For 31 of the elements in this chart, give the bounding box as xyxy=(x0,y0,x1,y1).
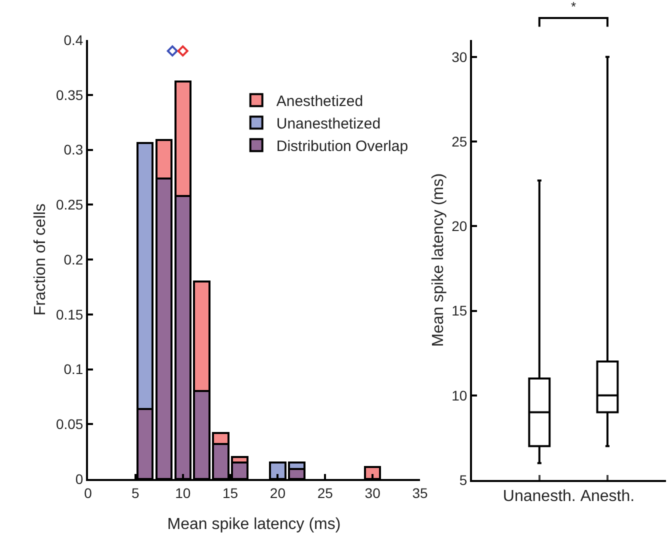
y-tick-label: 0.4 xyxy=(64,32,84,48)
x-tick-label: 15 xyxy=(222,484,238,501)
x-tick-label: 10 xyxy=(175,484,191,501)
y-tick-label: 10 xyxy=(452,387,468,404)
text: * xyxy=(571,0,576,14)
y-tick-label: 0.05 xyxy=(56,416,84,432)
x-tick-label: 30 xyxy=(364,484,381,501)
legend-label: Unanesthetized xyxy=(276,116,381,132)
y-tick-label: 30 xyxy=(452,48,468,65)
y-tick-label: 0.25 xyxy=(56,196,84,213)
y-tick-label: 0.35 xyxy=(56,86,84,103)
y-tick-label: 5 xyxy=(459,472,468,488)
legend-label: Anesthetized xyxy=(276,93,364,110)
y-tick-label: 0.2 xyxy=(64,251,84,268)
y-axis-title: Fraction of cells xyxy=(32,203,49,316)
y-tick-label: 0.3 xyxy=(64,142,84,158)
x-tick-label: 20 xyxy=(270,484,286,501)
y-tick-label: 0.1 xyxy=(64,361,84,378)
y-tick-label: 15 xyxy=(452,302,468,319)
y-tick-label: 25 xyxy=(452,133,468,150)
y-tick-label: 0.15 xyxy=(56,306,84,322)
x-axis-title: Mean spike latency (ms) xyxy=(167,516,341,533)
x-tick-label: 25 xyxy=(317,484,334,501)
x-tick-label: Anesth. xyxy=(580,488,635,506)
y-tick-label: 0 xyxy=(75,470,84,487)
legend-label: Distribution Overlap xyxy=(276,138,408,155)
x-tick-label: 5 xyxy=(132,484,140,501)
x-tick-label: 35 xyxy=(412,484,428,501)
y-tick-label: 20 xyxy=(452,218,468,234)
y-axis-title: Mean spike latency (ms) xyxy=(430,173,447,347)
x-tick-label: Unanesth. xyxy=(502,488,576,506)
